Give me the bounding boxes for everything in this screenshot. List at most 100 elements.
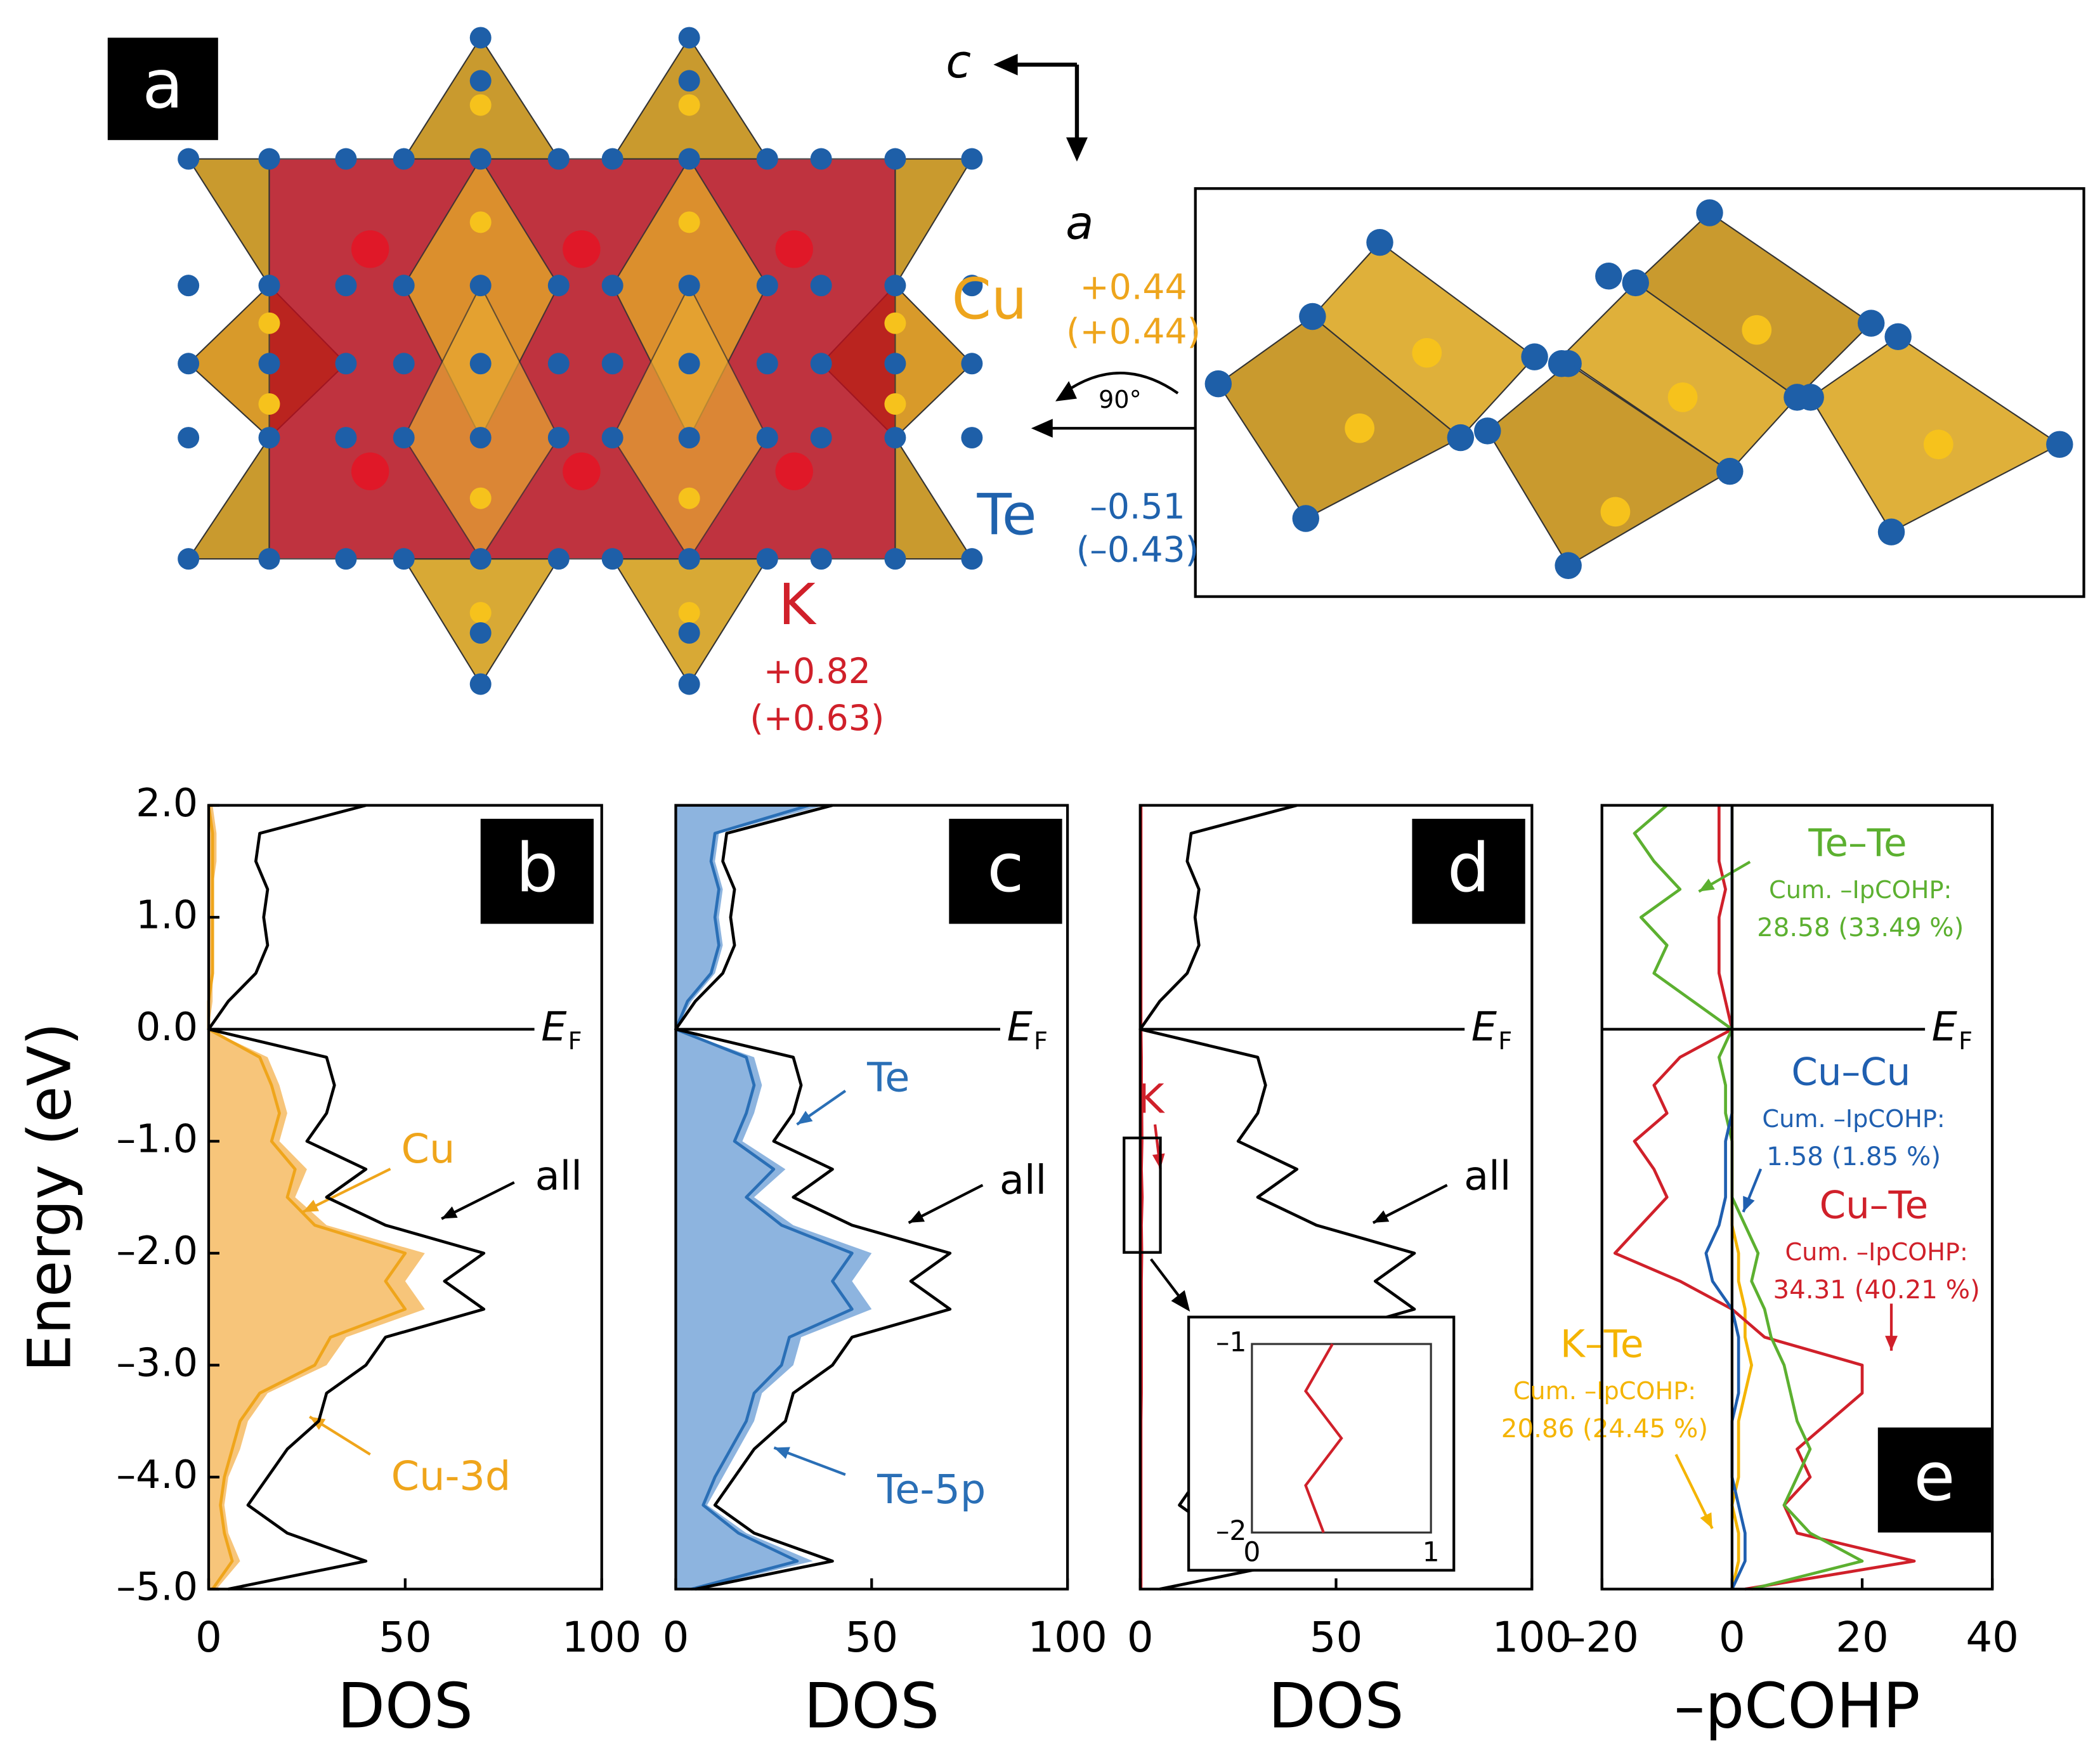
te-atom: [178, 353, 200, 375]
plot-frame: [1600, 804, 1994, 1591]
series-label: Cu–Cu: [1791, 1050, 1910, 1094]
te-atom: [884, 353, 906, 375]
fermi-label: E: [1932, 1003, 1958, 1050]
te-atom: [469, 427, 492, 449]
arrowhead: [797, 1111, 813, 1125]
dos-area: [675, 805, 872, 1589]
fermi-label: E: [541, 1003, 567, 1050]
angle-label: 90°: [1099, 386, 1142, 414]
cu-atom: [469, 602, 492, 624]
y-axis-label: Energy (eV): [15, 1022, 84, 1372]
cu-atom: [1667, 382, 1698, 412]
te-atom: [756, 148, 778, 170]
inset-y-tick-label: –1: [1216, 1327, 1246, 1359]
te-atom: [1204, 370, 1232, 398]
te-atom: [178, 427, 200, 449]
dos-line: [207, 804, 486, 1591]
fermi-subscript: F: [568, 1028, 582, 1056]
te-atom: [1521, 343, 1548, 370]
arrowhead: [1700, 1512, 1712, 1529]
atom-label: Cu: [952, 266, 1027, 332]
inset-x-tick-label: 0: [1243, 1537, 1260, 1569]
cu-atom: [1923, 429, 1953, 460]
x-tick-label: 50: [845, 1613, 898, 1662]
arrowhead: [441, 1206, 458, 1219]
te-atom: [1447, 424, 1475, 452]
x-tick-label: 0: [1719, 1613, 1745, 1662]
te-atom: [678, 27, 700, 49]
cu-atom: [1742, 315, 1772, 345]
axis-arrows: [1007, 62, 1079, 148]
cu-atom: [678, 602, 700, 624]
inset-plot: [1251, 1343, 1432, 1534]
te-atom: [1622, 269, 1649, 297]
charge-label: +0.44: [1080, 268, 1187, 308]
fermi-subscript: F: [1498, 1028, 1512, 1056]
te-atom: [335, 275, 357, 297]
series-label: K: [1138, 1076, 1166, 1123]
arrowhead: [1055, 381, 1077, 401]
inset-y-tick-label: –2: [1216, 1516, 1246, 1547]
rotation-arrow: [1062, 372, 1179, 395]
te-atom: [810, 427, 832, 449]
series-label: all: [1464, 1152, 1511, 1199]
te-atom: [884, 148, 906, 170]
te-atom: [601, 548, 623, 570]
y-tick-label: 2.0: [136, 780, 198, 826]
x-tick-label: 50: [1310, 1613, 1363, 1662]
panel-box: [107, 37, 218, 140]
arrowhead: [1171, 1290, 1190, 1312]
te-atom: [547, 548, 570, 570]
te-atom: [1884, 323, 1912, 351]
x-tick-label: 0: [663, 1613, 689, 1662]
te-atom: [678, 353, 700, 375]
k-polyhedra: [268, 158, 896, 560]
panel-letter: b: [516, 829, 558, 908]
dos-line: [1613, 805, 1916, 1591]
tetrahedron: [187, 435, 270, 560]
te-atom: [547, 275, 570, 297]
te-atom: [884, 427, 906, 449]
y-tick-label: –4.0: [116, 1452, 198, 1497]
k-atom: [775, 452, 813, 490]
cu-atom: [678, 487, 700, 509]
series-label: all: [1000, 1157, 1047, 1204]
te-atom: [178, 275, 200, 297]
y-tick-label: –1.0: [116, 1116, 198, 1161]
crystal-structure: a c a 90°: [107, 27, 2085, 695]
x-axis-label: DOS: [804, 1670, 939, 1742]
te-atom: [1716, 457, 1744, 485]
te-atom: [601, 148, 623, 170]
axis-a-label: a: [1066, 197, 1093, 251]
te-atom: [1555, 552, 1582, 580]
te-atom: [810, 148, 832, 170]
te-atom: [393, 148, 415, 170]
te-atom: [258, 548, 280, 570]
y-tick-label: –2.0: [116, 1228, 198, 1274]
charge-label: (+0.44): [1066, 312, 1201, 353]
tetrahedron: [894, 435, 974, 560]
cu-atom: [469, 211, 492, 233]
cu-atom: [469, 487, 492, 509]
chart-panel: Te Te-5p all E F 0 50 100 DOS c: [663, 804, 1107, 1742]
axis-c-label: c: [946, 36, 971, 89]
series-label: Cu: [401, 1126, 455, 1173]
te-atom: [601, 427, 623, 449]
x-tick-label: –20: [1565, 1613, 1639, 1662]
te-atom: [547, 427, 570, 449]
k-atom: [351, 230, 389, 268]
atom-label: K: [778, 572, 817, 638]
te-atom: [756, 353, 778, 375]
panel-letter: d: [1447, 829, 1490, 908]
te-atom: [678, 427, 700, 449]
cu-atom: [258, 312, 280, 334]
te-atom: [756, 548, 778, 570]
te-atom: [393, 353, 415, 375]
x-tick-label: 20: [1836, 1613, 1889, 1662]
arrowhead: [1743, 1196, 1755, 1212]
te-atom: [258, 148, 280, 170]
cu-atom: [678, 94, 700, 116]
inset-x-tick-label: 1: [1423, 1537, 1440, 1569]
